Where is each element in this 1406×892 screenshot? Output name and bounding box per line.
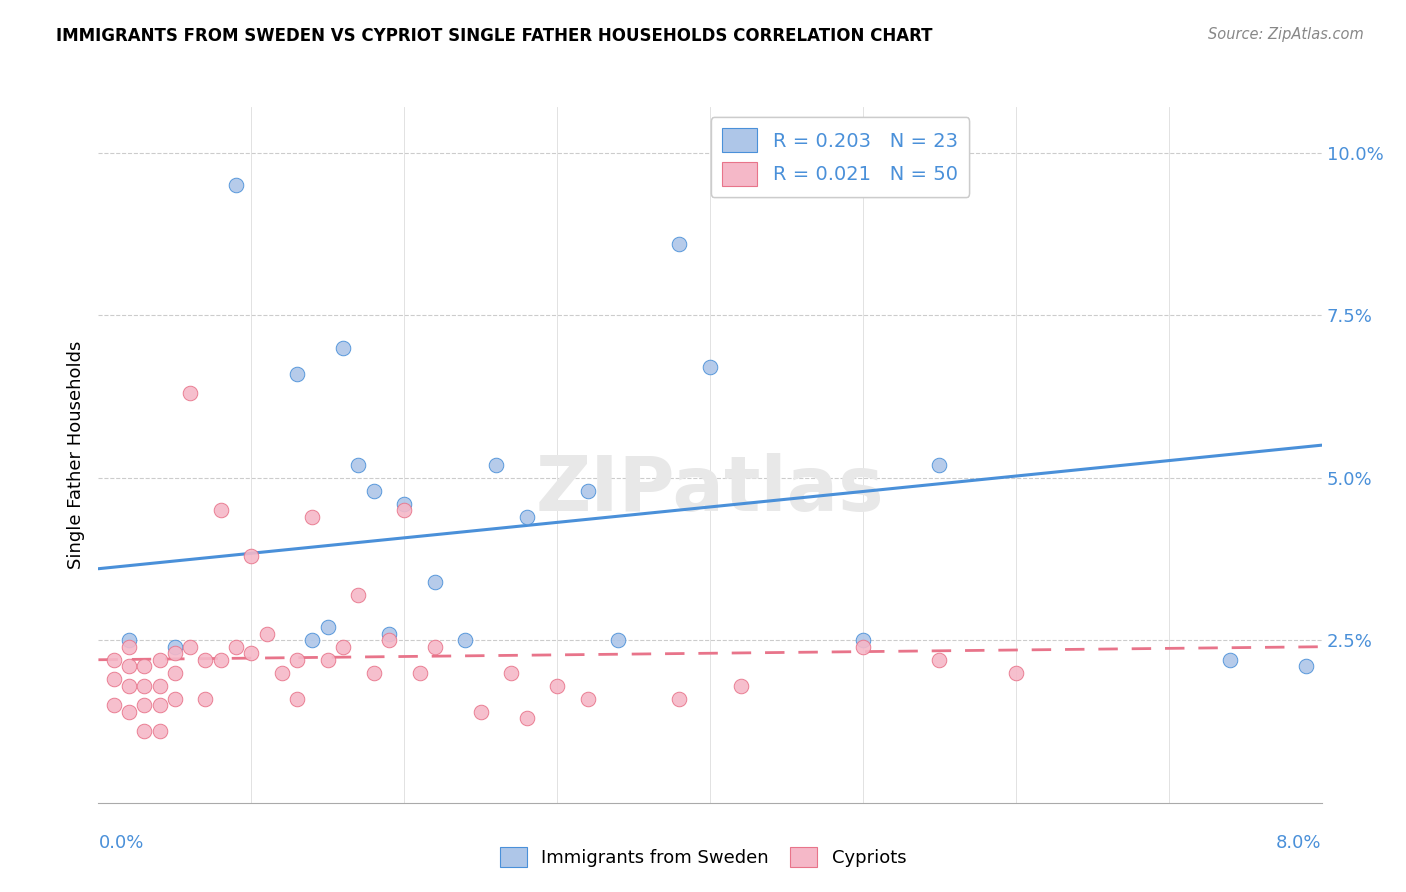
Point <box>163 665 186 680</box>
Point <box>134 659 156 673</box>
Point <box>118 705 141 719</box>
Point <box>546 679 568 693</box>
Legend: Immigrants from Sweden, Cypriots: Immigrants from Sweden, Cypriots <box>492 839 914 874</box>
Point <box>485 458 508 472</box>
Point <box>163 646 186 660</box>
Point <box>194 691 217 706</box>
Point <box>1219 653 1241 667</box>
Point <box>134 698 156 713</box>
Point <box>378 626 401 640</box>
Point <box>285 691 308 706</box>
Point <box>301 633 323 648</box>
Point <box>225 178 247 192</box>
Point <box>285 367 308 381</box>
Text: ZIPatlas: ZIPatlas <box>536 453 884 526</box>
Point <box>118 633 141 648</box>
Point <box>134 724 156 739</box>
Point <box>1295 659 1317 673</box>
Point <box>256 626 278 640</box>
Text: 8.0%: 8.0% <box>1277 834 1322 852</box>
Point <box>209 503 232 517</box>
Point <box>240 549 263 563</box>
Point <box>240 646 263 660</box>
Point <box>103 698 125 713</box>
Point <box>928 458 950 472</box>
Point <box>118 640 141 654</box>
Point <box>470 705 492 719</box>
Point <box>392 503 416 517</box>
Text: Source: ZipAtlas.com: Source: ZipAtlas.com <box>1208 27 1364 42</box>
Point <box>270 665 294 680</box>
Point <box>179 640 201 654</box>
Legend: R = 0.203   N = 23, R = 0.021   N = 50: R = 0.203 N = 23, R = 0.021 N = 50 <box>710 117 969 197</box>
Point <box>423 574 446 589</box>
Point <box>363 665 385 680</box>
Point <box>194 653 217 667</box>
Point <box>423 640 446 654</box>
Point <box>134 679 156 693</box>
Point <box>607 633 630 648</box>
Point <box>928 653 950 667</box>
Point <box>501 665 523 680</box>
Point <box>149 679 172 693</box>
Point <box>454 633 477 648</box>
Point <box>149 724 172 739</box>
Point <box>163 640 186 654</box>
Point <box>852 633 875 648</box>
Point <box>149 698 172 713</box>
Point <box>149 653 172 667</box>
Point <box>516 509 538 524</box>
Point <box>301 509 323 524</box>
Point <box>225 640 247 654</box>
Point <box>103 672 125 686</box>
Point <box>347 588 370 602</box>
Point <box>378 633 401 648</box>
Point <box>118 659 141 673</box>
Point <box>103 653 125 667</box>
Point <box>163 691 186 706</box>
Point <box>576 691 599 706</box>
Point <box>699 360 721 375</box>
Point <box>363 483 385 498</box>
Point <box>668 236 690 251</box>
Point <box>332 640 354 654</box>
Point <box>668 691 690 706</box>
Point <box>316 653 339 667</box>
Point <box>285 653 308 667</box>
Point <box>118 679 141 693</box>
Point <box>332 341 354 355</box>
Point <box>392 497 416 511</box>
Y-axis label: Single Father Households: Single Father Households <box>66 341 84 569</box>
Text: IMMIGRANTS FROM SWEDEN VS CYPRIOT SINGLE FATHER HOUSEHOLDS CORRELATION CHART: IMMIGRANTS FROM SWEDEN VS CYPRIOT SINGLE… <box>56 27 932 45</box>
Point <box>316 620 339 634</box>
Text: 0.0%: 0.0% <box>98 834 143 852</box>
Point <box>1004 665 1026 680</box>
Point <box>516 711 538 725</box>
Point <box>179 386 201 401</box>
Point <box>408 665 430 680</box>
Point <box>852 640 875 654</box>
Point <box>730 679 752 693</box>
Point <box>347 458 370 472</box>
Point <box>209 653 232 667</box>
Point <box>576 483 599 498</box>
